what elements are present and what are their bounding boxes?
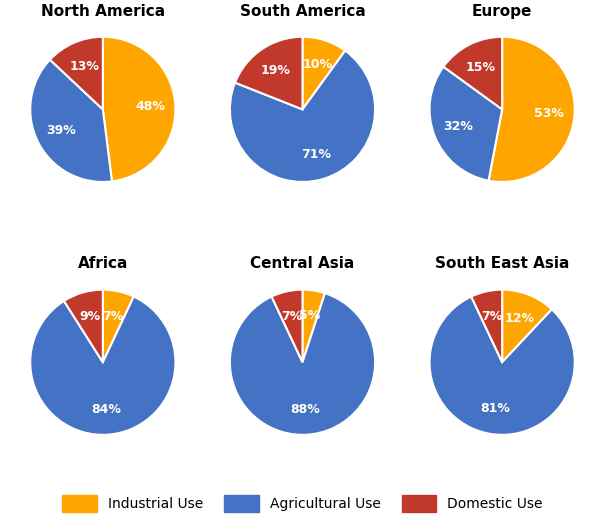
Text: 7%: 7%	[281, 310, 303, 323]
Text: 9%: 9%	[79, 310, 100, 323]
Wedge shape	[103, 290, 134, 362]
Title: North America: North America	[41, 4, 165, 19]
Wedge shape	[64, 290, 103, 362]
Wedge shape	[443, 37, 502, 110]
Text: 7%: 7%	[102, 310, 124, 323]
Text: 10%: 10%	[302, 58, 332, 71]
Wedge shape	[430, 67, 502, 181]
Text: 13%: 13%	[69, 60, 99, 72]
Text: 71%: 71%	[301, 148, 331, 161]
Title: Central Asia: Central Asia	[250, 256, 355, 271]
Text: 81%: 81%	[480, 402, 509, 416]
Wedge shape	[430, 297, 575, 435]
Wedge shape	[230, 51, 375, 182]
Text: 39%: 39%	[46, 124, 76, 137]
Text: 84%: 84%	[91, 403, 121, 416]
Text: 53%: 53%	[534, 107, 564, 121]
Text: 15%: 15%	[466, 61, 495, 74]
Wedge shape	[502, 290, 552, 362]
Title: South East Asia: South East Asia	[435, 256, 569, 271]
Text: 32%: 32%	[443, 120, 473, 133]
Text: 19%: 19%	[261, 64, 291, 77]
Wedge shape	[235, 37, 302, 110]
Wedge shape	[50, 37, 103, 110]
Wedge shape	[471, 290, 502, 362]
Text: 48%: 48%	[135, 100, 165, 113]
Title: Europe: Europe	[472, 4, 532, 19]
Title: South America: South America	[240, 4, 365, 19]
Text: 88%: 88%	[290, 403, 320, 416]
Wedge shape	[30, 60, 112, 182]
Wedge shape	[230, 293, 375, 435]
Text: 12%: 12%	[505, 312, 535, 325]
Wedge shape	[103, 37, 175, 181]
Wedge shape	[489, 37, 575, 182]
Wedge shape	[272, 290, 302, 362]
Text: 5%: 5%	[299, 309, 321, 322]
Wedge shape	[302, 37, 345, 110]
Text: 7%: 7%	[481, 310, 503, 323]
Wedge shape	[302, 290, 325, 362]
Title: Africa: Africa	[77, 256, 128, 271]
Legend: Industrial Use, Agricultural Use, Domestic Use: Industrial Use, Agricultural Use, Domest…	[56, 489, 549, 517]
Wedge shape	[30, 297, 175, 435]
